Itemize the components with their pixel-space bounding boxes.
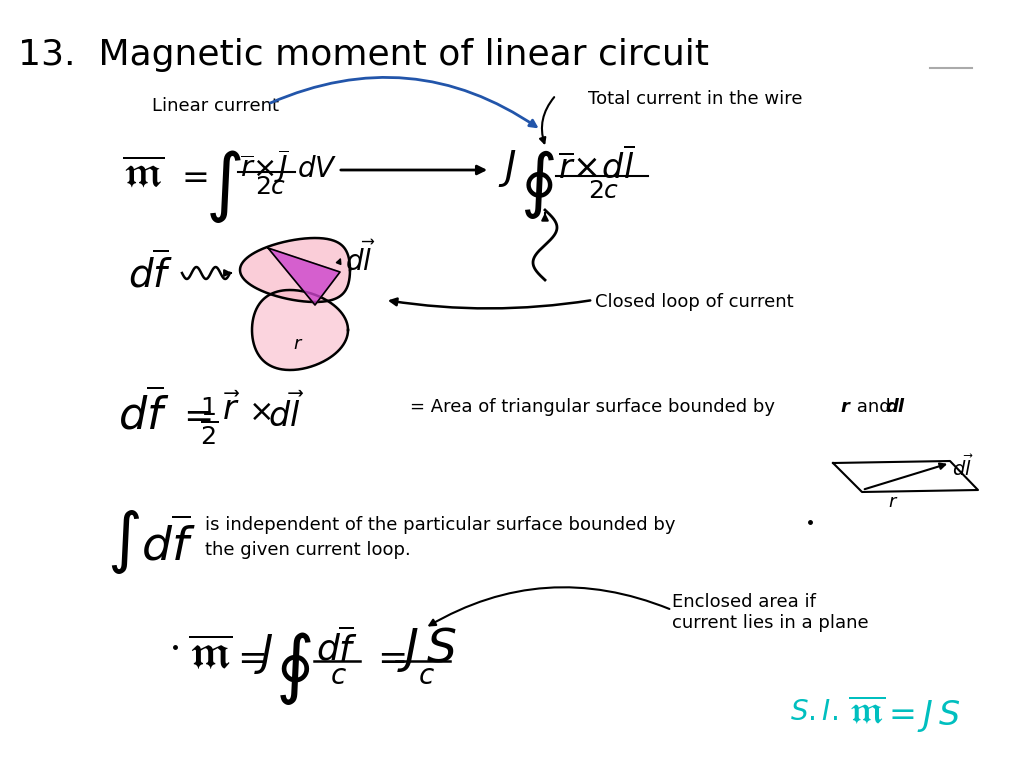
Text: $\frac{1}{2}$: $\frac{1}{2}$ bbox=[200, 395, 218, 447]
Text: $=$: $=$ bbox=[230, 640, 265, 674]
Text: $r$: $r$ bbox=[888, 493, 898, 511]
Text: $d\vec{l}$: $d\vec{l}$ bbox=[952, 455, 975, 480]
Text: $d\vec{l}$: $d\vec{l}$ bbox=[345, 242, 376, 277]
Text: = Area of triangular surface bounded by: = Area of triangular surface bounded by bbox=[410, 398, 780, 416]
Text: Linear current: Linear current bbox=[152, 97, 279, 115]
Text: $\times$: $\times$ bbox=[248, 398, 271, 427]
Text: $d\overline{f}$: $d\overline{f}$ bbox=[316, 628, 358, 668]
Text: $\overline{r}\!\times\!\overline{J}$: $\overline{r}\!\times\!\overline{J}$ bbox=[240, 148, 289, 185]
Text: $\vec{r}$: $\vec{r}$ bbox=[222, 393, 241, 427]
Text: $2c$: $2c$ bbox=[588, 179, 620, 203]
Text: $J$: $J$ bbox=[498, 148, 517, 189]
Text: $J$: $J$ bbox=[254, 632, 273, 676]
Polygon shape bbox=[833, 461, 978, 492]
Text: $J\,S$: $J\,S$ bbox=[397, 625, 457, 674]
Text: $\oint$: $\oint$ bbox=[520, 148, 555, 221]
Text: Closed loop of current: Closed loop of current bbox=[595, 293, 794, 311]
Text: 13.  Magnetic moment of linear circuit: 13. Magnetic moment of linear circuit bbox=[18, 38, 709, 72]
Text: $\oint$: $\oint$ bbox=[275, 630, 311, 707]
Polygon shape bbox=[240, 238, 350, 302]
Text: $r$: $r$ bbox=[293, 335, 303, 353]
Text: dl: dl bbox=[885, 398, 904, 416]
Text: $\overline{\mathfrak{m}}$: $\overline{\mathfrak{m}}$ bbox=[188, 633, 233, 678]
Text: $\int d\overline{f}$: $\int d\overline{f}$ bbox=[106, 508, 197, 576]
Text: $\overline{\mathfrak{m}}$: $\overline{\mathfrak{m}}$ bbox=[122, 152, 165, 195]
Text: $d\overline{f}$: $d\overline{f}$ bbox=[118, 390, 170, 439]
Text: is independent of the particular surface bounded by: is independent of the particular surface… bbox=[205, 516, 676, 534]
Text: $c$: $c$ bbox=[330, 663, 347, 690]
Text: the given current loop.: the given current loop. bbox=[205, 541, 411, 559]
Text: r: r bbox=[840, 398, 849, 416]
Text: and: and bbox=[851, 398, 896, 416]
Text: $= J\,S$: $= J\,S$ bbox=[882, 698, 961, 734]
Text: $S.I.$: $S.I.$ bbox=[790, 698, 838, 726]
Text: $2c$: $2c$ bbox=[255, 175, 287, 199]
Text: $\int$: $\int$ bbox=[205, 148, 242, 225]
Polygon shape bbox=[252, 290, 348, 370]
Text: $d\overline{f}$: $d\overline{f}$ bbox=[128, 252, 173, 296]
Text: $=$: $=$ bbox=[175, 160, 208, 193]
Text: $dV$: $dV$ bbox=[297, 155, 337, 183]
Text: Total current in the wire: Total current in the wire bbox=[588, 90, 803, 108]
Polygon shape bbox=[268, 248, 340, 305]
Text: $c$: $c$ bbox=[418, 663, 435, 690]
Text: $=$: $=$ bbox=[370, 640, 406, 674]
Text: $\overline{r}\!\times\!d\overline{l}$: $\overline{r}\!\times\!d\overline{l}$ bbox=[558, 148, 634, 187]
Text: $\overline{\mathfrak{m}}$: $\overline{\mathfrak{m}}$ bbox=[848, 695, 886, 732]
Text: $d\vec{l}$: $d\vec{l}$ bbox=[268, 393, 304, 434]
Text: $=$: $=$ bbox=[176, 398, 212, 432]
Text: Enclosed area if
current lies in a plane: Enclosed area if current lies in a plane bbox=[672, 593, 868, 632]
